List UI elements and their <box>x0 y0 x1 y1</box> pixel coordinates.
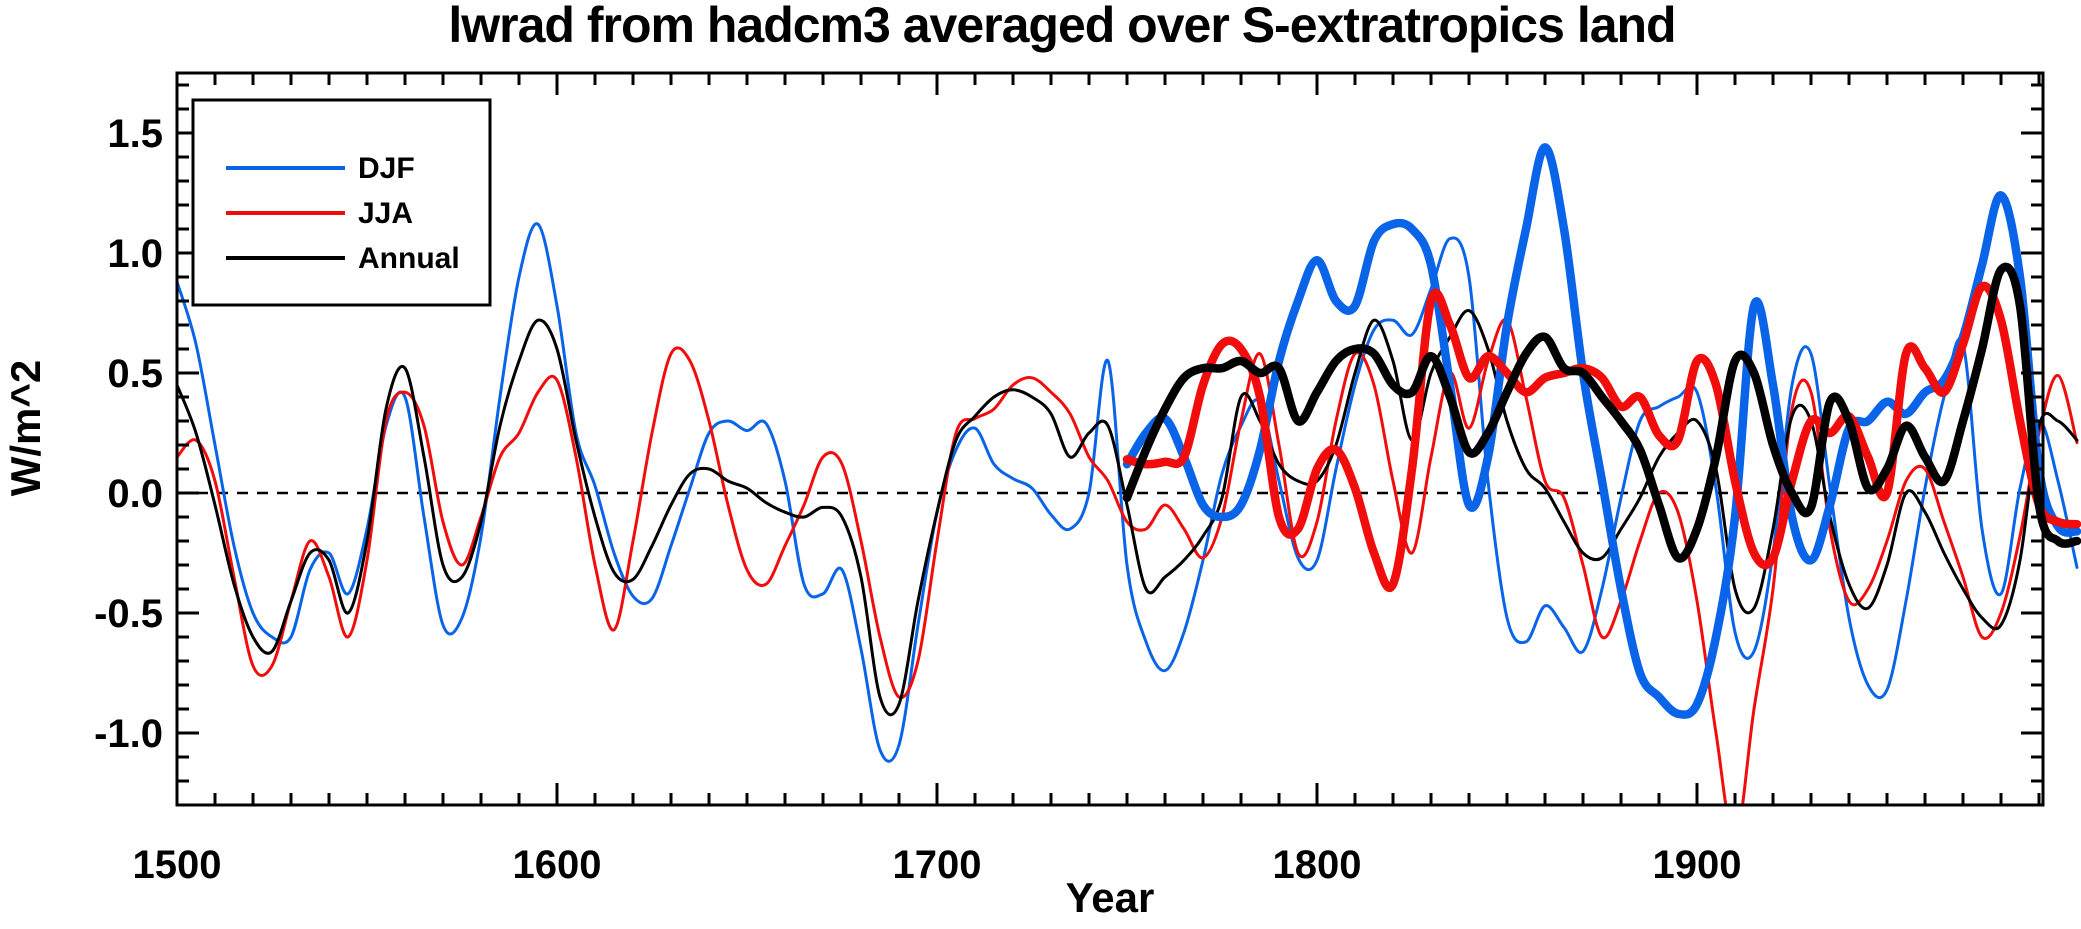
chart-title: lwrad from hadcm3 averaged over S-extrat… <box>448 0 1675 53</box>
y-tick-label-0.5: 0.5 <box>107 352 163 396</box>
series-path-jja <box>175 317 2079 806</box>
legend-label-jja: JJA <box>358 197 413 230</box>
x-tick-label-1800: 1800 <box>1273 843 1362 887</box>
y-tick-label--0.5: -0.5 <box>94 592 163 636</box>
axis-ticks <box>175 73 2043 807</box>
x-tick-labels: 1500 1600 1700 1800 1900 <box>133 843 1742 887</box>
data-series-group <box>175 143 2081 806</box>
y-tick-labels: -1.0 -0.5 0.0 0.5 1.0 1.5 <box>94 112 163 756</box>
series-path-jja-forced <box>1122 281 2081 592</box>
series-path-annual-forced <box>1122 262 2081 563</box>
legend-box: DJF JJA Annual <box>191 98 492 307</box>
legend-label-djf: DJF <box>358 152 415 185</box>
plot-frame <box>175 71 2045 807</box>
x-tick-label-1700: 1700 <box>893 843 982 887</box>
y-tick-label-1.0: 1.0 <box>107 232 163 276</box>
y-tick-label-1.5: 1.5 <box>107 112 163 156</box>
x-tick-label-1500: 1500 <box>133 843 222 887</box>
series-path-djf-forced <box>1122 143 2081 719</box>
x-axis-title: Year <box>1066 874 1155 921</box>
x-tick-label-1900: 1900 <box>1653 843 1742 887</box>
x-tick-label-1600: 1600 <box>513 843 602 887</box>
y-axis-title: W/m^2 <box>2 360 49 497</box>
y-tick-label-0.0: 0.0 <box>107 472 163 516</box>
legend-label-annual: Annual <box>358 242 460 275</box>
y-tick-label--1.0: -1.0 <box>94 712 163 756</box>
legend-frame <box>191 98 492 307</box>
